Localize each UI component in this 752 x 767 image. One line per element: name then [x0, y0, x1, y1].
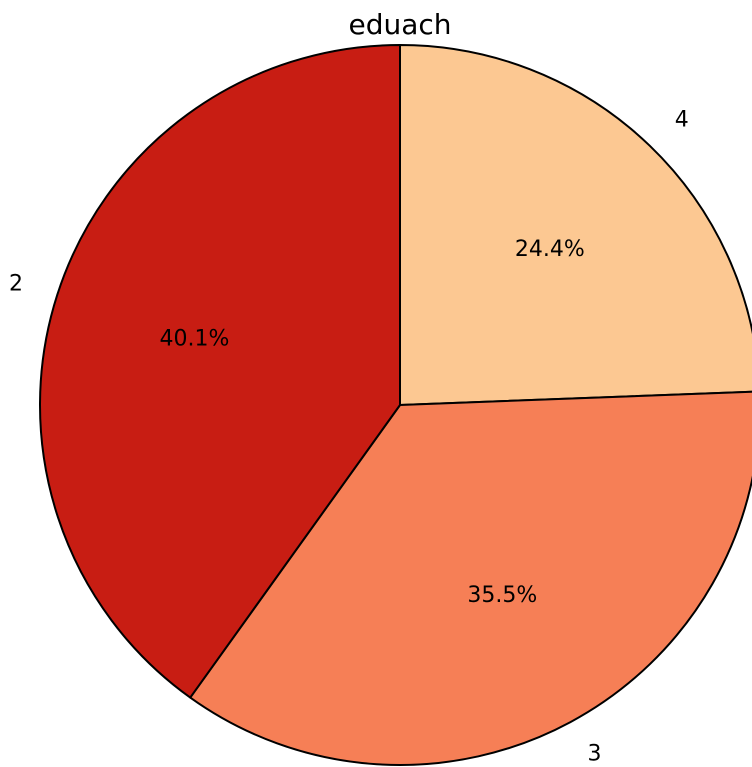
slice-percent-2: 40.1%	[159, 326, 229, 351]
pie-labels: 4 24.4% 3 35.5% 2 40.1%	[9, 107, 689, 766]
slice-percent-3: 35.5%	[467, 583, 537, 608]
pie-slice-4	[399, 44, 752, 406]
slice-percent-4: 24.4%	[515, 237, 585, 262]
pie-slices	[39, 44, 752, 766]
chart-title: eduach	[348, 8, 451, 41]
pie-slice-3	[189, 390, 752, 766]
slice-label-3: 3	[588, 741, 602, 766]
slice-label-4: 4	[675, 107, 689, 132]
slice-label-2: 2	[9, 271, 23, 296]
pie-slice-2	[39, 44, 401, 699]
